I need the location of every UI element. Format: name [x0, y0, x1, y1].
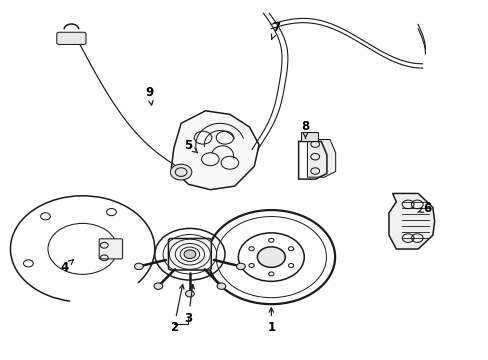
Circle shape: [154, 283, 163, 289]
Circle shape: [185, 291, 194, 297]
Circle shape: [217, 283, 225, 289]
FancyBboxPatch shape: [57, 32, 86, 44]
Text: 3: 3: [184, 284, 194, 325]
Polygon shape: [171, 111, 259, 190]
Circle shape: [257, 247, 285, 267]
Circle shape: [236, 263, 245, 270]
Text: 6: 6: [417, 202, 430, 215]
Text: 5: 5: [184, 139, 197, 153]
Circle shape: [209, 211, 333, 303]
Text: 9: 9: [145, 86, 153, 105]
Text: 7: 7: [271, 21, 280, 40]
Text: 2: 2: [169, 284, 183, 334]
Text: 1: 1: [267, 308, 275, 334]
Text: 8: 8: [301, 120, 309, 138]
Polygon shape: [301, 132, 318, 141]
Circle shape: [183, 250, 195, 258]
FancyBboxPatch shape: [168, 238, 211, 270]
Text: 4: 4: [60, 260, 73, 274]
Circle shape: [170, 164, 191, 180]
Circle shape: [134, 263, 143, 270]
Polygon shape: [388, 193, 434, 249]
Polygon shape: [307, 140, 335, 177]
FancyBboxPatch shape: [99, 239, 122, 259]
